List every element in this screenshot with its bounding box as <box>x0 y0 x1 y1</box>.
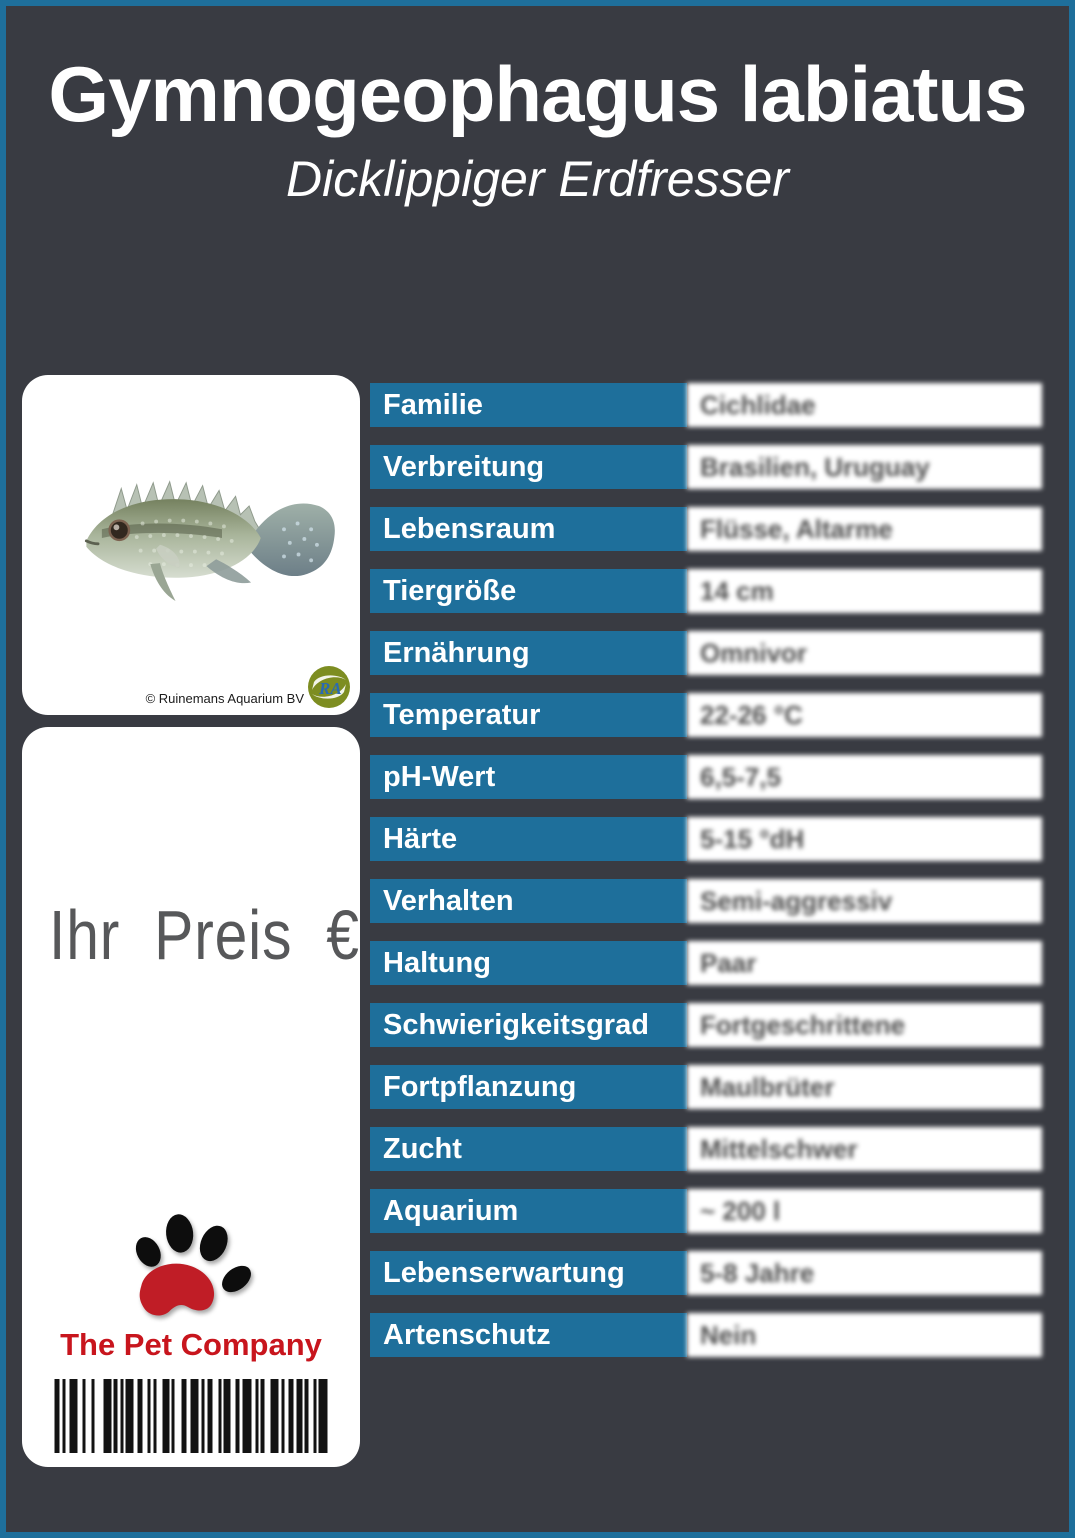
photo-card: © Ruinemans Aquarium BV RA <box>22 375 360 715</box>
info-table: Familie Cichlidae Verbreitung Brasilien,… <box>370 383 1042 1375</box>
table-row: Lebenserwartung 5-8 Jahre <box>370 1251 1042 1295</box>
row-value: Paar <box>687 941 1042 985</box>
row-label: Verhalten <box>370 879 687 923</box>
table-row: Ernährung Omnivor <box>370 631 1042 675</box>
row-value: Fortgeschrittene <box>687 1003 1042 1047</box>
table-row: Familie Cichlidae <box>370 383 1042 427</box>
page-title: Gymnogeophagus labiatus <box>48 50 1027 138</box>
header: Gymnogeophagus labiatus Dicklippiger Erd… <box>6 50 1069 208</box>
table-row: Haltung Paar <box>370 941 1042 985</box>
table-row: Verbreitung Brasilien, Uruguay <box>370 445 1042 489</box>
row-label: Lebensraum <box>370 507 687 551</box>
row-label: Tiergröße <box>370 569 687 613</box>
row-label: Haltung <box>370 941 687 985</box>
row-value: Semi-aggressiv <box>687 879 1042 923</box>
price-label: Ihr Preis € <box>49 896 360 974</box>
row-label: Zucht <box>370 1127 687 1171</box>
row-label: Artenschutz <box>370 1313 687 1357</box>
price-card: Ihr Preis € The Pet Company <box>22 727 360 1467</box>
row-label: pH-Wert <box>370 755 687 799</box>
row-value: 5-8 Jahre <box>687 1251 1042 1295</box>
table-row: Zucht Mittelschwer <box>370 1127 1042 1171</box>
ra-aquarium-logo-icon: RA <box>308 666 350 708</box>
table-row: Härte 5-15 °dH <box>370 817 1042 861</box>
fish-photo <box>84 480 335 601</box>
row-value: Flüsse, Altarme <box>687 507 1042 551</box>
row-label: Familie <box>370 383 687 427</box>
row-value: 14 cm <box>687 569 1042 613</box>
left-column: © Ruinemans Aquarium BV RA Ihr Preis € T… <box>22 375 360 1467</box>
table-row: Artenschutz Nein <box>370 1313 1042 1357</box>
row-value: Brasilien, Uruguay <box>687 445 1042 489</box>
row-label: Härte <box>370 817 687 861</box>
page-subtitle: Dicklippiger Erdfresser <box>286 150 789 207</box>
svg-text:RA: RA <box>318 679 342 698</box>
row-value: Maulbrüter <box>687 1065 1042 1109</box>
row-label: Temperatur <box>370 693 687 737</box>
row-label: Schwierigkeitsgrad <box>370 1003 687 1047</box>
brand-name: The Pet Company <box>60 1327 322 1362</box>
row-value: ~ 200 l <box>687 1189 1042 1233</box>
row-value: 5-15 °dH <box>687 817 1042 861</box>
table-row: Lebensraum Flüsse, Altarme <box>370 507 1042 551</box>
table-row: Schwierigkeitsgrad Fortgeschrittene <box>370 1003 1042 1047</box>
row-label: Lebenserwartung <box>370 1251 687 1295</box>
photo-copyright: © Ruinemans Aquarium BV <box>145 691 304 706</box>
row-value: Mittelschwer <box>687 1127 1042 1171</box>
table-row: Tiergröße 14 cm <box>370 569 1042 613</box>
paw-icon <box>135 1214 251 1316</box>
table-row: Temperatur 22-26 °C <box>370 693 1042 737</box>
table-row: Aquarium ~ 200 l <box>370 1189 1042 1233</box>
table-row: Fortpflanzung Maulbrüter <box>370 1065 1042 1109</box>
table-row: pH-Wert 6,5-7,5 <box>370 755 1042 799</box>
row-value: Omnivor <box>687 631 1042 675</box>
row-label: Ernährung <box>370 631 687 675</box>
row-value: 22-26 °C <box>687 693 1042 737</box>
barcode <box>54 1379 328 1453</box>
row-value: Cichlidae <box>687 383 1042 427</box>
row-label: Verbreitung <box>370 445 687 489</box>
table-row: Verhalten Semi-aggressiv <box>370 879 1042 923</box>
row-label: Fortpflanzung <box>370 1065 687 1109</box>
row-value: 6,5-7,5 <box>687 755 1042 799</box>
row-value: Nein <box>687 1313 1042 1357</box>
row-label: Aquarium <box>370 1189 687 1233</box>
